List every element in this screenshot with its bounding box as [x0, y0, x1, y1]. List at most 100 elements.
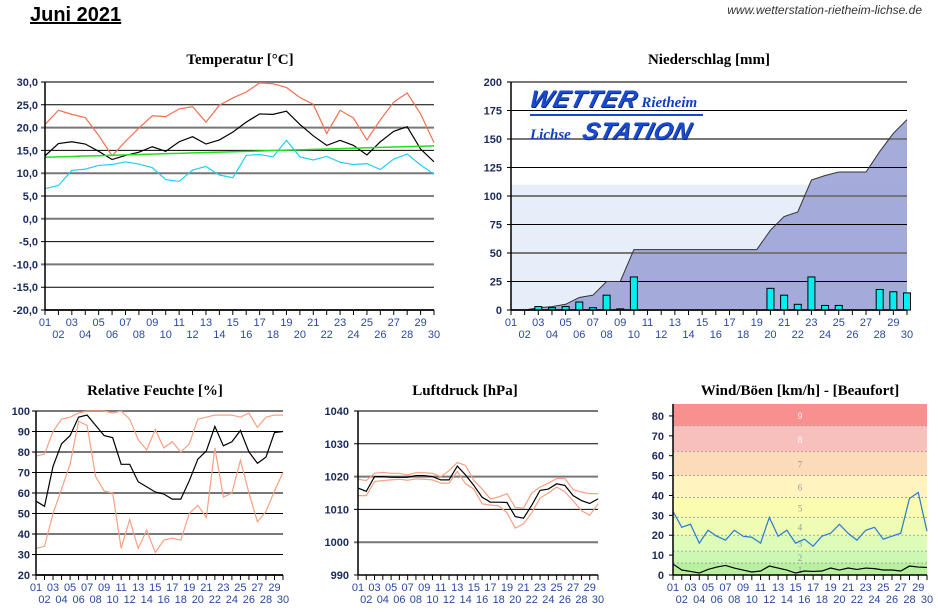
x-tick-label: 09	[146, 317, 158, 329]
x-tick-label: 29	[584, 582, 596, 594]
beaufort-band-4	[673, 517, 927, 536]
y-tick-label: 100	[484, 191, 502, 203]
x-tick-label: 02	[52, 329, 64, 341]
x-tick-label: 17	[723, 317, 735, 329]
x-tick-label: 04	[546, 329, 558, 341]
y-tick-label: 80	[18, 447, 30, 459]
x-tick-label: 28	[874, 329, 886, 341]
x-tick-label: 10	[746, 594, 758, 606]
x-tick-label: 29	[887, 317, 899, 329]
x-tick-label: 22	[526, 594, 538, 606]
x-tick-label: 30	[592, 594, 604, 606]
x-tick-label: 26	[374, 329, 386, 341]
x-tick-label: 05	[64, 582, 76, 594]
x-tick-label: 16	[710, 329, 722, 341]
x-tick-label: 27	[567, 582, 579, 594]
x-tick-label: 11	[173, 317, 184, 329]
x-tick-label: 09	[737, 582, 749, 594]
x-tick-label: 28	[575, 594, 587, 606]
x-tick-label: 02	[676, 594, 688, 606]
x-tick-label: 07	[119, 317, 131, 329]
beaufort-band-2	[673, 551, 927, 564]
y-tick-label: 20	[652, 530, 664, 542]
station-logo: WETTER Rietheim Lichse STATION	[527, 86, 703, 146]
series-minimum	[44, 139, 435, 190]
series-trend	[44, 145, 435, 158]
x-tick-label: 09	[98, 582, 110, 594]
x-tick-label: 13	[669, 317, 681, 329]
x-tick-label: 08	[600, 329, 612, 341]
beaufort-label: 8	[798, 435, 803, 445]
x-tick-label: 09	[614, 317, 626, 329]
beaufort-label: 7	[798, 460, 803, 470]
x-tick-label: 07	[719, 582, 731, 594]
x-tick-label: 11	[755, 582, 766, 594]
humidity-chart-title: Relative Feuchte [%]	[87, 383, 223, 399]
x-tick-label: 21	[778, 317, 790, 329]
x-tick-label: 06	[393, 594, 405, 606]
precip-bar-day-08	[602, 294, 611, 311]
x-tick-label: 12	[763, 594, 775, 606]
x-tick-label: 01	[352, 582, 364, 594]
x-tick-label: 17	[166, 582, 178, 594]
x-tick-label: 03	[532, 317, 544, 329]
x-tick-label: 02	[360, 594, 372, 606]
y-tick-label: 40	[18, 529, 30, 541]
x-tick-label: 24	[868, 594, 880, 606]
x-tick-label: 20	[192, 594, 204, 606]
x-tick-label: 16	[158, 594, 170, 606]
x-tick-label: 29	[268, 582, 280, 594]
x-tick-label: 12	[443, 594, 455, 606]
x-tick-label: 14	[682, 329, 694, 341]
x-tick-label: 30	[901, 329, 913, 341]
beaufort-label: 4	[798, 522, 803, 532]
beaufort-band-3	[673, 535, 927, 552]
x-tick-label: 26	[243, 594, 255, 606]
precip-bar-day-30	[903, 292, 911, 311]
x-tick-label: 06	[573, 329, 585, 341]
precip-bar-day-20	[766, 287, 775, 311]
x-tick-label: 12	[124, 594, 136, 606]
y-tick-label: 200	[484, 77, 502, 89]
x-tick-label: 30	[921, 594, 933, 606]
y-tick-label: 90	[18, 427, 30, 439]
y-tick-label: 80	[652, 411, 664, 423]
y-tick-label: 1000	[325, 537, 349, 549]
y-tick-label: 20,0	[17, 123, 38, 135]
x-tick-label: 25	[361, 317, 373, 329]
x-tick-label: 03	[47, 582, 59, 594]
series-maximum	[357, 461, 598, 509]
x-tick-label: 04	[693, 594, 705, 606]
x-tick-label: 17	[253, 317, 265, 329]
x-tick-label: 04	[377, 594, 389, 606]
beaufort-band-8	[673, 425, 927, 452]
x-tick-label: 23	[534, 582, 546, 594]
precip-bar-day-22	[793, 303, 802, 311]
x-tick-label: 03	[684, 582, 696, 594]
logo-divider	[530, 114, 703, 116]
x-tick-label: 23	[217, 582, 229, 594]
x-tick-label: 24	[819, 329, 831, 341]
y-tick-label: -5,0	[19, 237, 38, 249]
x-tick-label: 15	[696, 317, 708, 329]
beaufort-band-1	[673, 563, 927, 575]
x-tick-label: 10	[160, 329, 172, 341]
x-tick-label: 10	[107, 594, 119, 606]
y-tick-label: 1020	[325, 472, 349, 484]
y-tick-label: 10,0	[17, 168, 38, 180]
y-tick-label: 30	[18, 550, 30, 562]
y-tick-label: 40	[652, 490, 664, 502]
x-tick-label: 24	[347, 329, 359, 341]
x-tick-label: 23	[805, 317, 817, 329]
y-tick-label: 50	[18, 509, 30, 521]
y-tick-label: -20,0	[13, 305, 38, 317]
beaufort-label: 2	[798, 553, 803, 563]
x-tick-label: 21	[517, 582, 529, 594]
x-tick-label: 16	[240, 329, 252, 341]
x-tick-label: 22	[209, 594, 221, 606]
x-tick-label: 10	[628, 329, 640, 341]
y-tick-label: 50	[490, 248, 502, 260]
x-tick-label: 02	[519, 329, 531, 341]
website-url[interactable]: www.wetterstation-rietheim-lichse.de	[727, 3, 922, 17]
series-mittel	[35, 414, 284, 508]
